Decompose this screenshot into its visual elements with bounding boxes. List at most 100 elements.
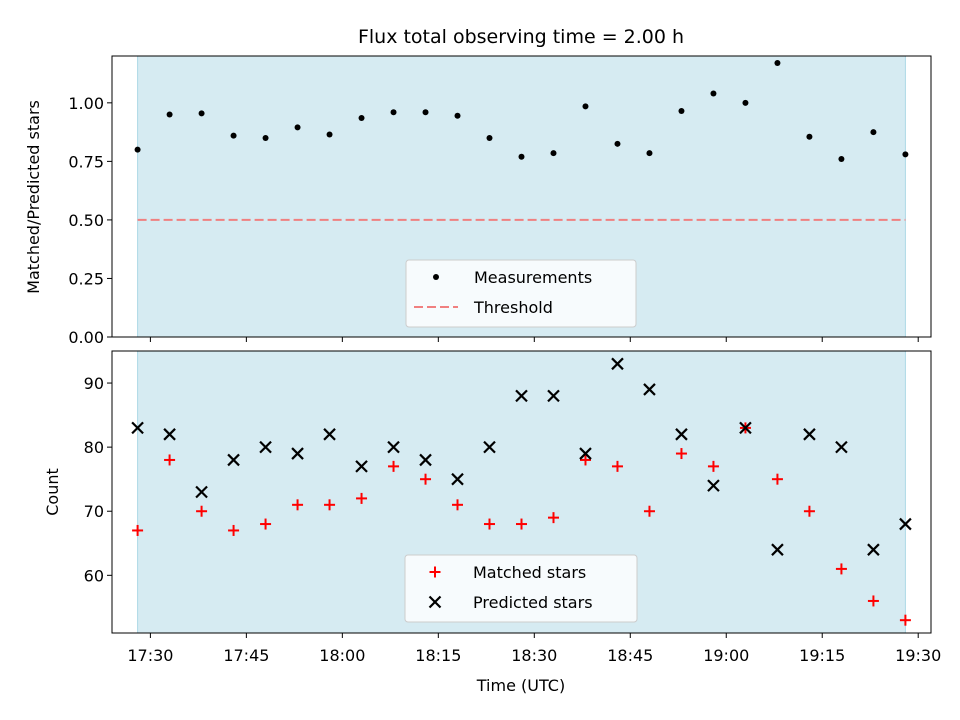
x-tick-label: 18:15 [415, 646, 461, 665]
predicted-stars-point [387, 440, 400, 454]
chart-title: Flux total observing time = 2.00 h [358, 26, 684, 48]
top-y-axis-label: Matched/Predicted stars [24, 100, 43, 294]
legend-entry: Matched stars [429, 563, 586, 582]
measurement-point [806, 133, 813, 140]
legend-entry: Measurements [433, 268, 592, 287]
matched-stars-point [835, 563, 847, 575]
measurement-point [582, 103, 589, 110]
measurement-point [774, 60, 781, 67]
measurement-point [454, 112, 461, 119]
legend-box [404, 554, 638, 623]
matched-stars-point [324, 499, 336, 511]
legend-entry: Threshold [414, 298, 553, 317]
predicted-stars-point [707, 479, 720, 492]
matched-stars-point [771, 473, 783, 485]
measurement-point [870, 129, 877, 136]
predicted-stars-point [867, 543, 880, 556]
matched-stars-point [452, 499, 464, 511]
legend-entry: Predicted stars [428, 593, 593, 612]
y-tick-label: 80 [84, 438, 104, 457]
predicted-stars-point [611, 357, 624, 371]
measurement-point [742, 99, 749, 106]
predicted-stars-point [899, 517, 912, 531]
measurement-point [326, 131, 333, 138]
plot-frame [111, 350, 932, 634]
measurement-point [902, 151, 909, 158]
x-tick-label: 18:30 [511, 646, 557, 665]
measurement-point [550, 150, 557, 157]
predicted-stars-point [451, 472, 464, 486]
measurement-point [518, 153, 525, 160]
predicted-stars-point [739, 421, 752, 435]
measurement-point [198, 110, 205, 117]
matched-stars-point [675, 448, 687, 460]
plot-frame [111, 55, 932, 338]
y-tick-label: 0.75 [68, 152, 104, 171]
matched-stars-point [611, 460, 623, 472]
measurement-point [614, 140, 621, 147]
measurement-point [486, 134, 493, 141]
x-tick-label: 18:45 [607, 646, 653, 665]
matched-stars-point [516, 518, 527, 530]
predicted-stars-point [835, 440, 848, 454]
y-tick-label: 0.25 [68, 269, 104, 288]
measurement-point [838, 156, 845, 163]
matched-stars-point [196, 505, 208, 517]
measurement-point [166, 111, 173, 118]
legend-label: Matched stars [473, 563, 586, 582]
matched-stars-point [420, 473, 432, 485]
predicted-stars-point [323, 428, 336, 441]
measurement-point [646, 150, 653, 157]
measurement-point [710, 90, 717, 97]
matched-stars-point [228, 524, 240, 536]
matched-stars-point [707, 460, 719, 472]
matched-stars-point [643, 505, 655, 517]
measurement-point [294, 124, 301, 131]
predicted-stars-point [355, 460, 368, 473]
x-tick-label: 18:00 [319, 646, 365, 665]
measurement-point [230, 132, 237, 139]
predicted-stars-point [131, 421, 144, 435]
matched-stars-point [132, 524, 144, 536]
bottom-y-axis-label: Count [43, 468, 62, 516]
y-tick-label: 90 [84, 374, 104, 393]
measurement-point [422, 109, 429, 116]
y-tick-label: 0.50 [68, 211, 104, 230]
matched-stars-point [388, 460, 400, 472]
x-tick-label: 17:30 [127, 646, 173, 665]
measurement-point [390, 109, 397, 116]
x-tick-label: 19:30 [895, 646, 941, 665]
predicted-stars-point [483, 440, 496, 454]
predicted-stars-point [259, 440, 272, 454]
predicted-stars-point [771, 543, 784, 556]
x-tick-label: 17:45 [223, 646, 269, 665]
legend: Measurements Threshold [405, 259, 637, 328]
predicted-stars-point [803, 428, 816, 441]
measurement-point [262, 134, 269, 141]
x-tick-label: 19:15 [799, 646, 845, 665]
x-tick-label: 19:00 [703, 646, 749, 665]
matched-stars-point [292, 499, 304, 511]
predicted-stars-point [579, 447, 592, 460]
predicted-stars-point [227, 453, 240, 467]
top-panel: 0.00 0.25 0.50 0.75 1.00 Measurements Threshol… [68, 55, 932, 347]
legend-box [405, 259, 637, 328]
matched-stars-point [260, 518, 272, 530]
matched-stars-point [547, 512, 559, 524]
predicted-stars-point [675, 428, 688, 441]
predicted-stars-point [195, 485, 208, 499]
predicted-stars-point [419, 453, 432, 467]
matched-stars-point [899, 614, 911, 626]
y-tick-label: 70 [84, 502, 104, 521]
bottom-panel: 60 70 80 90 17:30 17:45 18:00 18:15 18:30 18:45 19… [84, 350, 941, 665]
predicted-stars-point [547, 389, 560, 403]
matched-stars-point [356, 492, 368, 504]
matched-stars-point [579, 454, 591, 466]
predicted-stars-point [291, 447, 304, 460]
legend-label: Threshold [473, 298, 553, 317]
matched-stars-point [484, 518, 496, 530]
matched-stars-point [803, 505, 815, 517]
legend-label: Measurements [474, 268, 592, 287]
legend: Matched stars Predicted stars [404, 554, 638, 623]
